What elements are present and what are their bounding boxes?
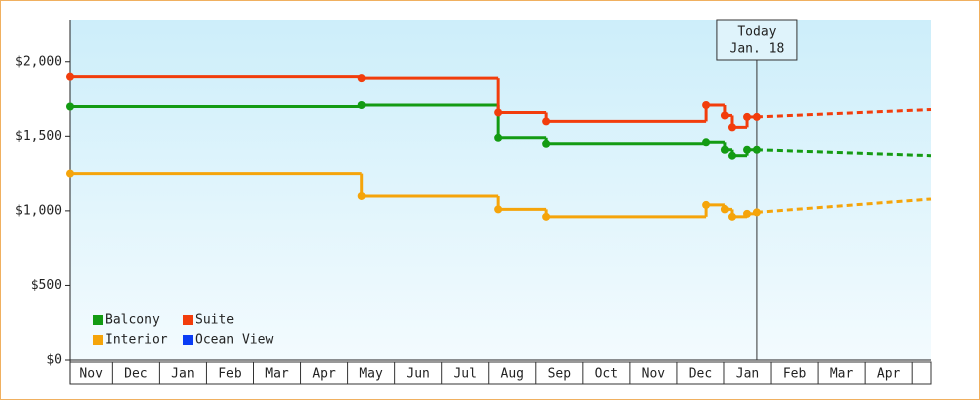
plot-area (70, 20, 931, 360)
point (743, 112, 752, 121)
x-tick-label: Feb (218, 367, 242, 382)
point (494, 205, 503, 214)
point (752, 112, 761, 121)
point (752, 145, 761, 154)
point (727, 151, 736, 160)
x-tick-label: Aug (501, 367, 524, 382)
point (66, 169, 74, 178)
x-tick-label: Mar (265, 367, 289, 382)
x-tick-label: Jan (736, 367, 759, 382)
point (743, 209, 752, 218)
forecast-line (756, 107, 932, 119)
point (66, 72, 74, 81)
forecast-line (756, 148, 932, 158)
point (727, 123, 736, 132)
today-box (716, 19, 798, 61)
x-tick-label: Apr (312, 367, 336, 382)
today-label: Jan. 18 (730, 42, 785, 57)
legend-swatch (183, 315, 193, 325)
point (743, 145, 752, 154)
y-tick-label: $2,000 (15, 54, 62, 69)
x-tick-label: Nov (642, 367, 666, 382)
x-tick-label: Jul (453, 367, 476, 382)
x-tick-label: Jun (406, 367, 429, 382)
point (720, 145, 729, 154)
point (66, 102, 74, 111)
x-tick-label: Mar (830, 367, 854, 382)
point (494, 108, 503, 117)
forecast-line (756, 197, 932, 214)
point (357, 191, 366, 200)
legend-label: Suite (195, 313, 234, 328)
x-tick-label: Nov (79, 367, 103, 382)
x-tick-label: Dec (124, 367, 147, 382)
x-tick-label: Sep (548, 367, 572, 382)
point (720, 205, 729, 214)
today-label: Today (737, 25, 776, 40)
legend-swatch (93, 315, 103, 325)
point (702, 101, 711, 109)
point (542, 212, 551, 221)
legend-label: Ocean View (195, 333, 273, 348)
legend-swatch (183, 335, 193, 345)
x-tick-label: Jan (171, 367, 194, 382)
legend-label: Interior (105, 333, 168, 348)
x-tick-label: May (359, 367, 383, 382)
point (494, 133, 503, 142)
point (720, 111, 729, 120)
point (752, 208, 761, 217)
point (702, 138, 711, 147)
point (357, 74, 366, 83)
point (542, 117, 551, 126)
point (357, 101, 366, 109)
x-tick-label: Feb (783, 367, 807, 382)
point (727, 212, 736, 221)
legend-label: Balcony (105, 313, 160, 328)
point (702, 200, 711, 209)
y-tick-label: $1,500 (15, 129, 62, 144)
x-tick-label: Dec (689, 367, 712, 382)
x-tick-label: Oct (595, 367, 618, 382)
point (542, 139, 551, 148)
y-tick-label: $0 (46, 353, 62, 368)
y-tick-label: $1,000 (15, 203, 62, 218)
legend-swatch (93, 335, 103, 345)
x-tick-label: Apr (877, 367, 901, 382)
y-tick-label: $500 (31, 278, 62, 293)
